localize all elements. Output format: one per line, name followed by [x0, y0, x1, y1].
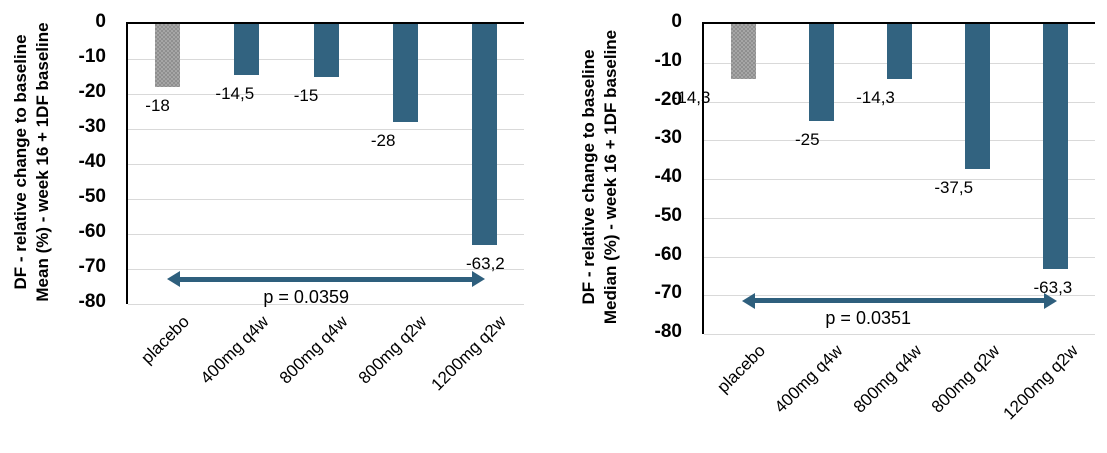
y-tick-label: -80 [654, 321, 682, 342]
y-axis-tick-labels: 0 -10 -20 -30 -40 -50 -60 -70 -80 [0, 11, 106, 312]
bar-800mg-q2w [965, 24, 991, 170]
p-value-label: p = 0.0351 [825, 308, 912, 329]
y-tick-label: 0 [671, 11, 682, 32]
bar-1200mg-q2w [471, 24, 497, 246]
value-label-placebo: -18 [145, 96, 170, 115]
y-tick-label: -10 [78, 46, 106, 67]
y-tick-label: -50 [78, 186, 106, 207]
x-label-placebo: placebo [137, 312, 194, 368]
gridline [128, 304, 524, 305]
p-value-label: p = 0.0359 [263, 286, 349, 307]
bar-placebo [155, 24, 181, 87]
x-axis-labels: placebo 400mg q4w 800mg q4w 800mg q2w 12… [126, 308, 522, 448]
gridline [704, 256, 1095, 258]
bar-400mg-q4w [234, 24, 260, 75]
bar-1200mg-q2w [1043, 24, 1069, 270]
x-label-800mg-q2w: 800mg q2w [355, 312, 431, 388]
x-label-400mg-q4w: 400mg q4w [196, 312, 273, 388]
gridline [128, 129, 524, 130]
plot-area: -14,3 -25 -14,3 -37,5 -63,3 p = 0.0351 [672, 22, 1095, 335]
x-label-placebo: placebo [712, 341, 769, 397]
y-tick-label: -50 [654, 204, 682, 226]
y-tick-label: -80 [78, 291, 106, 312]
y-tick-label: 0 [95, 11, 106, 32]
y-tick-label: -70 [654, 282, 682, 304]
y-tick-label: -30 [654, 127, 682, 149]
y-tick-label: -60 [78, 221, 106, 242]
bar-800mg-q4w [313, 24, 339, 77]
x-axis-labels: placebo 400mg q4w 800mg q4w 800mg q2w 12… [702, 337, 1093, 453]
y-tick-label: -60 [654, 243, 682, 265]
chart-median: DF - relative change to baseline Median … [553, 0, 1107, 453]
bar-400mg-q4w [808, 24, 834, 121]
x-label-1200mg-q2w: 1200mg q2w [999, 341, 1082, 424]
significance-arrow [755, 298, 1044, 304]
gridline [704, 101, 1095, 103]
value-label-800mg-q2w: -28 [370, 131, 396, 150]
x-label-800mg-q4w: 800mg q4w [275, 312, 352, 388]
y-tick-label: -20 [78, 81, 106, 102]
bar-800mg-q2w [392, 24, 418, 122]
chart-mean: DF - relative change to baseline Mean (%… [0, 0, 553, 453]
gridline [704, 140, 1095, 142]
y-tick-label: -10 [654, 49, 682, 71]
y-tick-label: -40 [78, 151, 106, 172]
value-label-400mg-q4w: -14,5 [215, 83, 255, 103]
gridline [128, 269, 524, 270]
y-tick-label: -70 [78, 256, 106, 277]
gridline [128, 234, 524, 235]
y-tick-label: -40 [654, 166, 682, 187]
value-label-800mg-q4w: -15 [293, 85, 319, 105]
gridline [704, 179, 1095, 180]
gridline [704, 334, 1095, 335]
x-label-1200mg-q2w: 1200mg q2w [427, 312, 510, 395]
value-label-800mg-q2w: -37,5 [934, 178, 974, 198]
x-label-800mg-q4w: 800mg q4w [849, 341, 925, 417]
bar-placebo [730, 24, 756, 80]
value-label-800mg-q4w: -14,3 [856, 88, 895, 108]
gridline [704, 295, 1095, 297]
y-tick-label: -20 [654, 88, 682, 110]
y-tick-label: -30 [78, 116, 106, 137]
gridline [704, 217, 1095, 219]
bar-800mg-q4w [887, 24, 912, 80]
gridline [128, 199, 524, 200]
x-label-800mg-q2w: 800mg q2w [927, 341, 1004, 417]
value-label-400mg-q4w: -25 [795, 129, 820, 149]
gridline [128, 164, 524, 165]
value-label-1200mg-q2w: -63,2 [466, 254, 505, 274]
x-label-400mg-q4w: 400mg q4w [771, 341, 847, 417]
plot-area: -18 -14,5 -15 -28 -63,2 p = 0.0359 [126, 22, 524, 307]
value-label-placebo: -14,3 [671, 88, 711, 108]
gridline [128, 94, 524, 95]
y-axis-tick-labels: 0 -10 -20 -30 -40 -50 -60 -70 -80 [553, 11, 682, 342]
significance-arrow [179, 276, 473, 282]
